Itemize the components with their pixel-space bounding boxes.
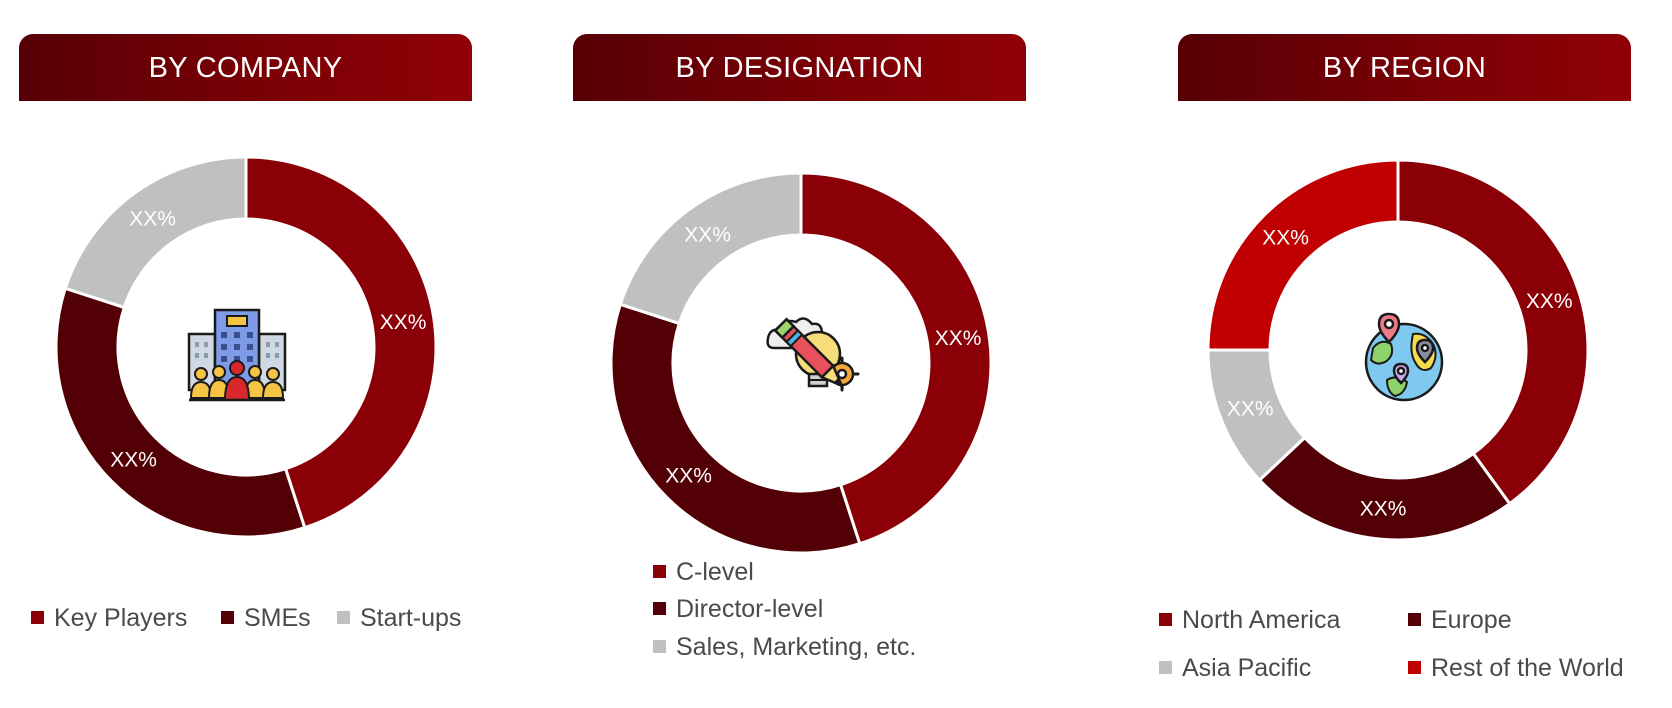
data-label: XX% bbox=[1227, 398, 1274, 421]
data-label: XX% bbox=[380, 311, 427, 334]
legend-swatch bbox=[653, 602, 666, 615]
chart-title: BY DESIGNATION bbox=[573, 34, 1026, 101]
legend-swatch bbox=[653, 565, 666, 578]
data-label: XX% bbox=[1262, 227, 1309, 250]
chart-panel-region: BY REGION XX% XX% XX% XX% North America Eur… bbox=[1110, 0, 1672, 708]
legend-item: Start-ups bbox=[337, 603, 461, 633]
legend-item: SMEs bbox=[221, 603, 311, 633]
legend-label: C-level bbox=[676, 558, 754, 586]
idea-pencil-gear-icon bbox=[764, 308, 860, 409]
legend-label: Start-ups bbox=[360, 604, 462, 632]
legend-swatch bbox=[1408, 613, 1421, 626]
legend-label: Sales, Marketing, etc. bbox=[676, 633, 917, 661]
legend-item: Europe bbox=[1408, 605, 1512, 635]
donut-slice-europe bbox=[1257, 435, 1512, 542]
globe-location-pins-icon bbox=[1359, 308, 1449, 409]
chart-title: BY COMPANY bbox=[19, 34, 472, 101]
donut-slice-sales-marketing-etc bbox=[618, 171, 803, 326]
data-label: XX% bbox=[684, 223, 731, 246]
legend-swatch bbox=[653, 640, 666, 653]
donut-slice-start-ups bbox=[63, 155, 248, 310]
donut-slice-smes bbox=[54, 286, 307, 539]
legend-label: SMEs bbox=[244, 604, 311, 632]
chart-title: BY REGION bbox=[1178, 34, 1631, 101]
data-label: XX% bbox=[110, 448, 157, 471]
legend-swatch bbox=[31, 611, 44, 624]
chart-panel-designation: BY DESIGNATION XX% XX% XX% bbox=[555, 0, 1075, 708]
data-label: XX% bbox=[1360, 497, 1407, 520]
data-label: XX% bbox=[129, 207, 176, 230]
legend-item: Director-level bbox=[653, 594, 823, 624]
donut-chart-designation: XX% XX% XX% bbox=[609, 171, 993, 555]
donut-slice-rest-of-the-world bbox=[1206, 158, 1400, 352]
legend-label: North America bbox=[1182, 606, 1341, 634]
data-label: XX% bbox=[1526, 290, 1573, 313]
legend-item: Rest of the World bbox=[1408, 653, 1624, 683]
legend-swatch bbox=[1159, 613, 1172, 626]
legend-label: Key Players bbox=[54, 604, 188, 632]
legend-item: C-level bbox=[653, 557, 754, 587]
donut-slice-north-america bbox=[1396, 158, 1590, 506]
legend-item: North America bbox=[1159, 605, 1340, 635]
donut-chart-region: XX% XX% XX% XX% bbox=[1206, 158, 1590, 542]
legend-item: Asia Pacific bbox=[1159, 653, 1311, 683]
legend-swatch bbox=[1408, 661, 1421, 674]
legend-item: Key Players bbox=[31, 603, 187, 633]
chart-panel-company: BY COMPANY XX% XX% XX% bbox=[0, 0, 520, 708]
data-label: XX% bbox=[935, 327, 982, 350]
legend-swatch bbox=[337, 611, 350, 624]
donut-slice-director-level bbox=[609, 302, 862, 555]
donut-chart-company: XX% XX% XX% bbox=[54, 155, 438, 539]
donut-slice-key-players bbox=[244, 155, 438, 530]
legend-label: Asia Pacific bbox=[1182, 654, 1312, 682]
legend-swatch bbox=[1159, 661, 1172, 674]
legend-item: Sales, Marketing, etc. bbox=[653, 632, 916, 662]
donut-slice-c-level bbox=[799, 171, 993, 546]
data-label: XX% bbox=[665, 464, 712, 487]
legend-label: Rest of the World bbox=[1431, 654, 1624, 682]
legend-label: Director-level bbox=[676, 595, 824, 623]
legend-label: Europe bbox=[1431, 606, 1512, 634]
legend-swatch bbox=[221, 611, 234, 624]
office-buildings-people-icon bbox=[187, 306, 287, 409]
